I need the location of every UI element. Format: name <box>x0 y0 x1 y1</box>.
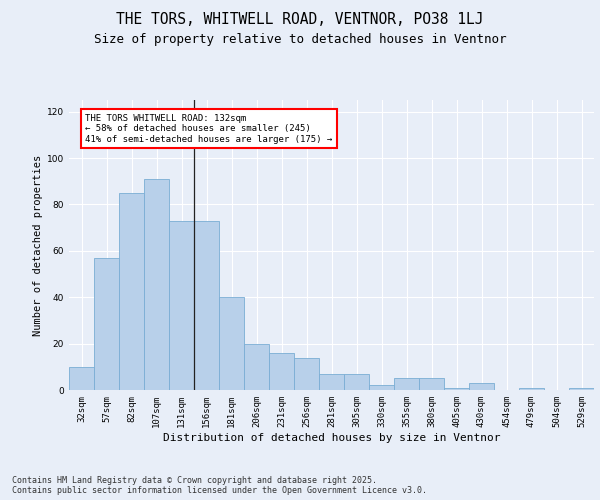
Text: Contains HM Land Registry data © Crown copyright and database right 2025.
Contai: Contains HM Land Registry data © Crown c… <box>12 476 427 495</box>
Bar <box>194 220 219 390</box>
Bar <box>369 386 394 390</box>
Y-axis label: Number of detached properties: Number of detached properties <box>33 154 43 336</box>
Bar <box>294 358 319 390</box>
Bar <box>444 388 469 390</box>
Bar <box>169 220 194 390</box>
Bar <box>119 193 144 390</box>
Bar <box>219 297 244 390</box>
Bar <box>419 378 444 390</box>
Bar <box>394 378 419 390</box>
Bar <box>469 383 494 390</box>
X-axis label: Distribution of detached houses by size in Ventnor: Distribution of detached houses by size … <box>163 432 500 442</box>
Bar <box>144 179 169 390</box>
Bar <box>94 258 119 390</box>
Text: THE TORS WHITWELL ROAD: 132sqm
← 58% of detached houses are smaller (245)
41% of: THE TORS WHITWELL ROAD: 132sqm ← 58% of … <box>85 114 332 144</box>
Bar <box>69 367 94 390</box>
Bar <box>244 344 269 390</box>
Bar <box>519 388 544 390</box>
Text: THE TORS, WHITWELL ROAD, VENTNOR, PO38 1LJ: THE TORS, WHITWELL ROAD, VENTNOR, PO38 1… <box>116 12 484 28</box>
Bar <box>344 374 369 390</box>
Bar <box>319 374 344 390</box>
Bar <box>269 353 294 390</box>
Bar <box>569 388 594 390</box>
Text: Size of property relative to detached houses in Ventnor: Size of property relative to detached ho… <box>94 32 506 46</box>
